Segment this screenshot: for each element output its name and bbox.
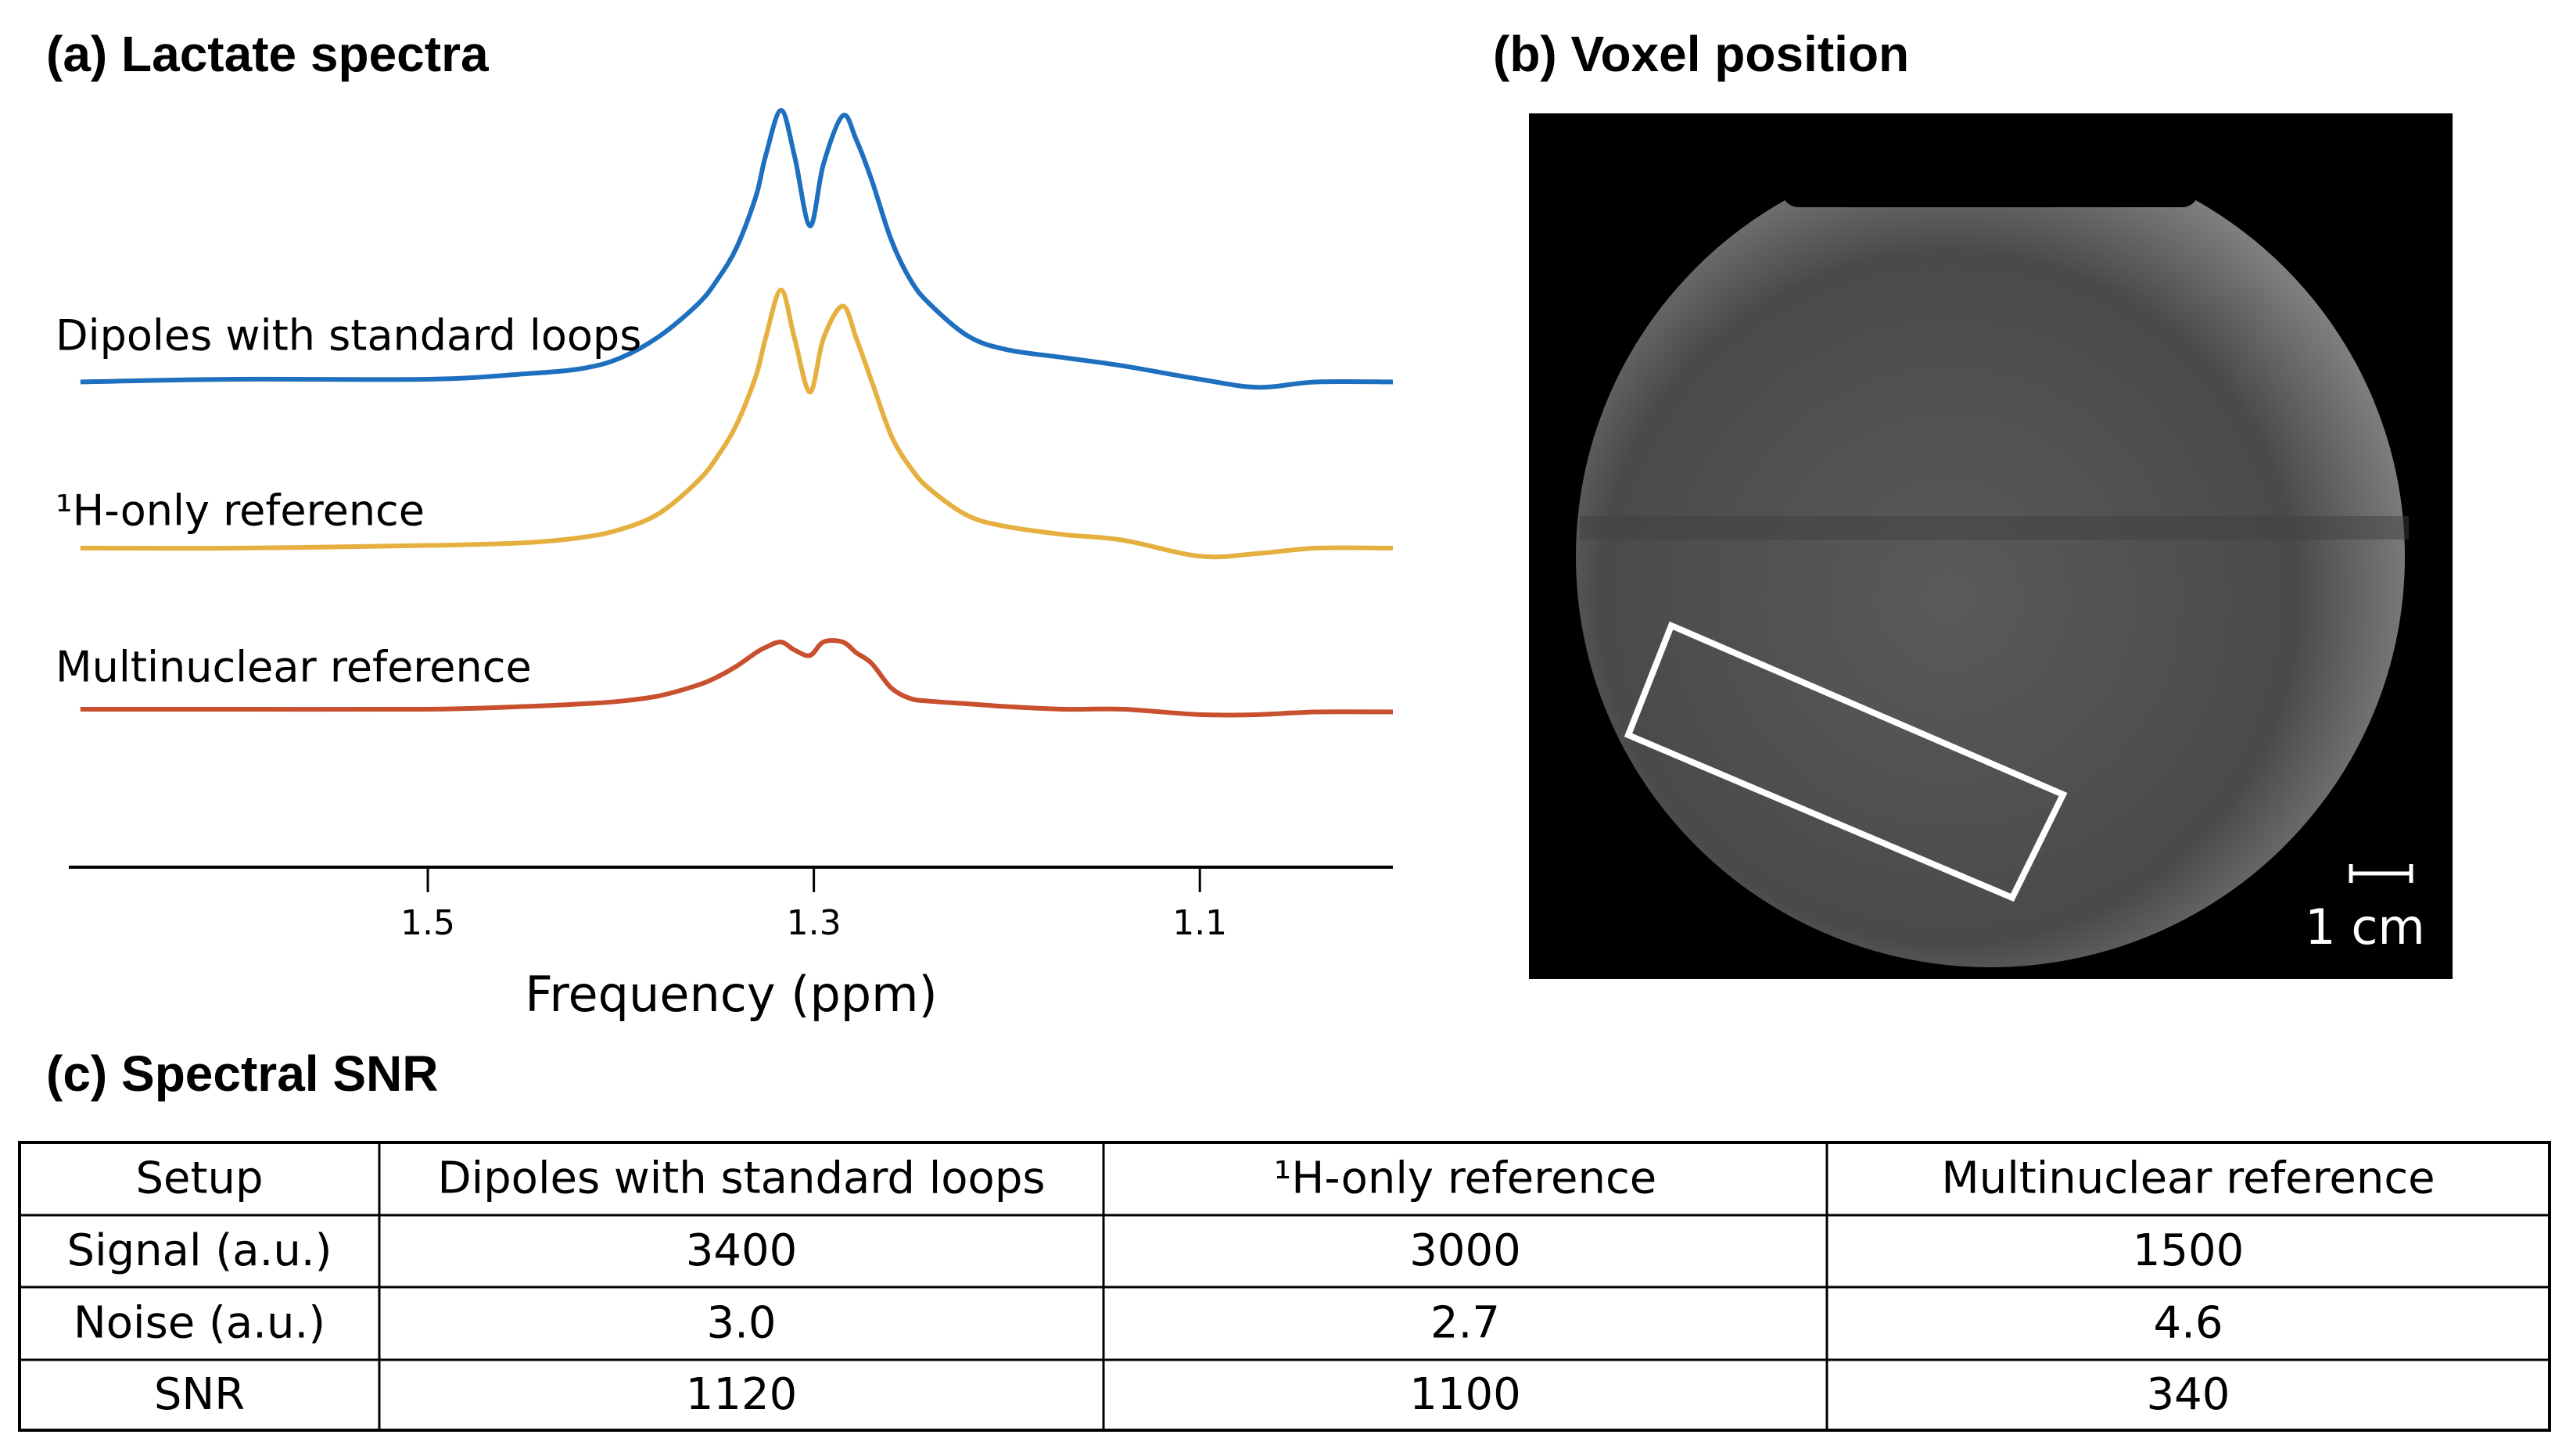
snr-table: Setup Dipoles with standard loops ¹H-only … <box>18 1141 2551 1432</box>
table-cell: 1120 <box>686 1369 798 1420</box>
table-cell: Setup <box>136 1153 264 1204</box>
scale-bar-label: 1 cm <box>2305 898 2425 956</box>
phantom <box>1576 195 2405 967</box>
spectrum-line <box>80 638 1394 718</box>
table-cell: 3400 <box>686 1225 798 1276</box>
table-cell: 1100 <box>1409 1369 1521 1420</box>
table-cell: Multinuclear reference <box>1941 1153 2435 1204</box>
panel-c-title: (c) Spectral SNR <box>46 1045 438 1102</box>
table-cell: SNR <box>154 1369 245 1420</box>
voxel-image: 1 cm <box>1529 113 2453 979</box>
table-cell: Noise (a.u.) <box>74 1298 325 1349</box>
panel-a-title: (a) Lactate spectra <box>46 26 489 82</box>
series-label: Multinuclear reference <box>56 643 532 692</box>
spectrum-line <box>80 107 1394 390</box>
voxel-box <box>1624 621 2068 902</box>
table-cell: 4.6 <box>2153 1298 2223 1349</box>
table-cell: Signal (a.u.) <box>67 1225 332 1276</box>
panel-b-title: (b) Voxel position <box>1493 26 1909 82</box>
series-label: ¹H-only reference <box>56 486 425 536</box>
table-cell: ¹H-only reference <box>1274 1153 1656 1204</box>
table-cell: Dipoles with standard loops <box>437 1153 1045 1204</box>
x-axis-label: Frequency (ppm) <box>525 966 937 1023</box>
table-cell: 340 <box>2147 1369 2230 1420</box>
table-cell: 2.7 <box>1430 1298 1500 1349</box>
x-tick-label: 1.3 <box>787 903 842 943</box>
spectrum-line <box>80 287 1394 560</box>
series-label: Dipoles with standard loops <box>56 311 641 360</box>
table-cell: 1500 <box>2133 1225 2245 1276</box>
x-tick-label: 1.5 <box>400 903 455 943</box>
image-band <box>1580 516 2409 540</box>
table-cell: 3000 <box>1409 1225 1521 1276</box>
phantom-notch <box>1783 180 2198 207</box>
x-tick-label: 1.1 <box>1172 903 1227 943</box>
table-cell: 3.0 <box>706 1298 776 1349</box>
